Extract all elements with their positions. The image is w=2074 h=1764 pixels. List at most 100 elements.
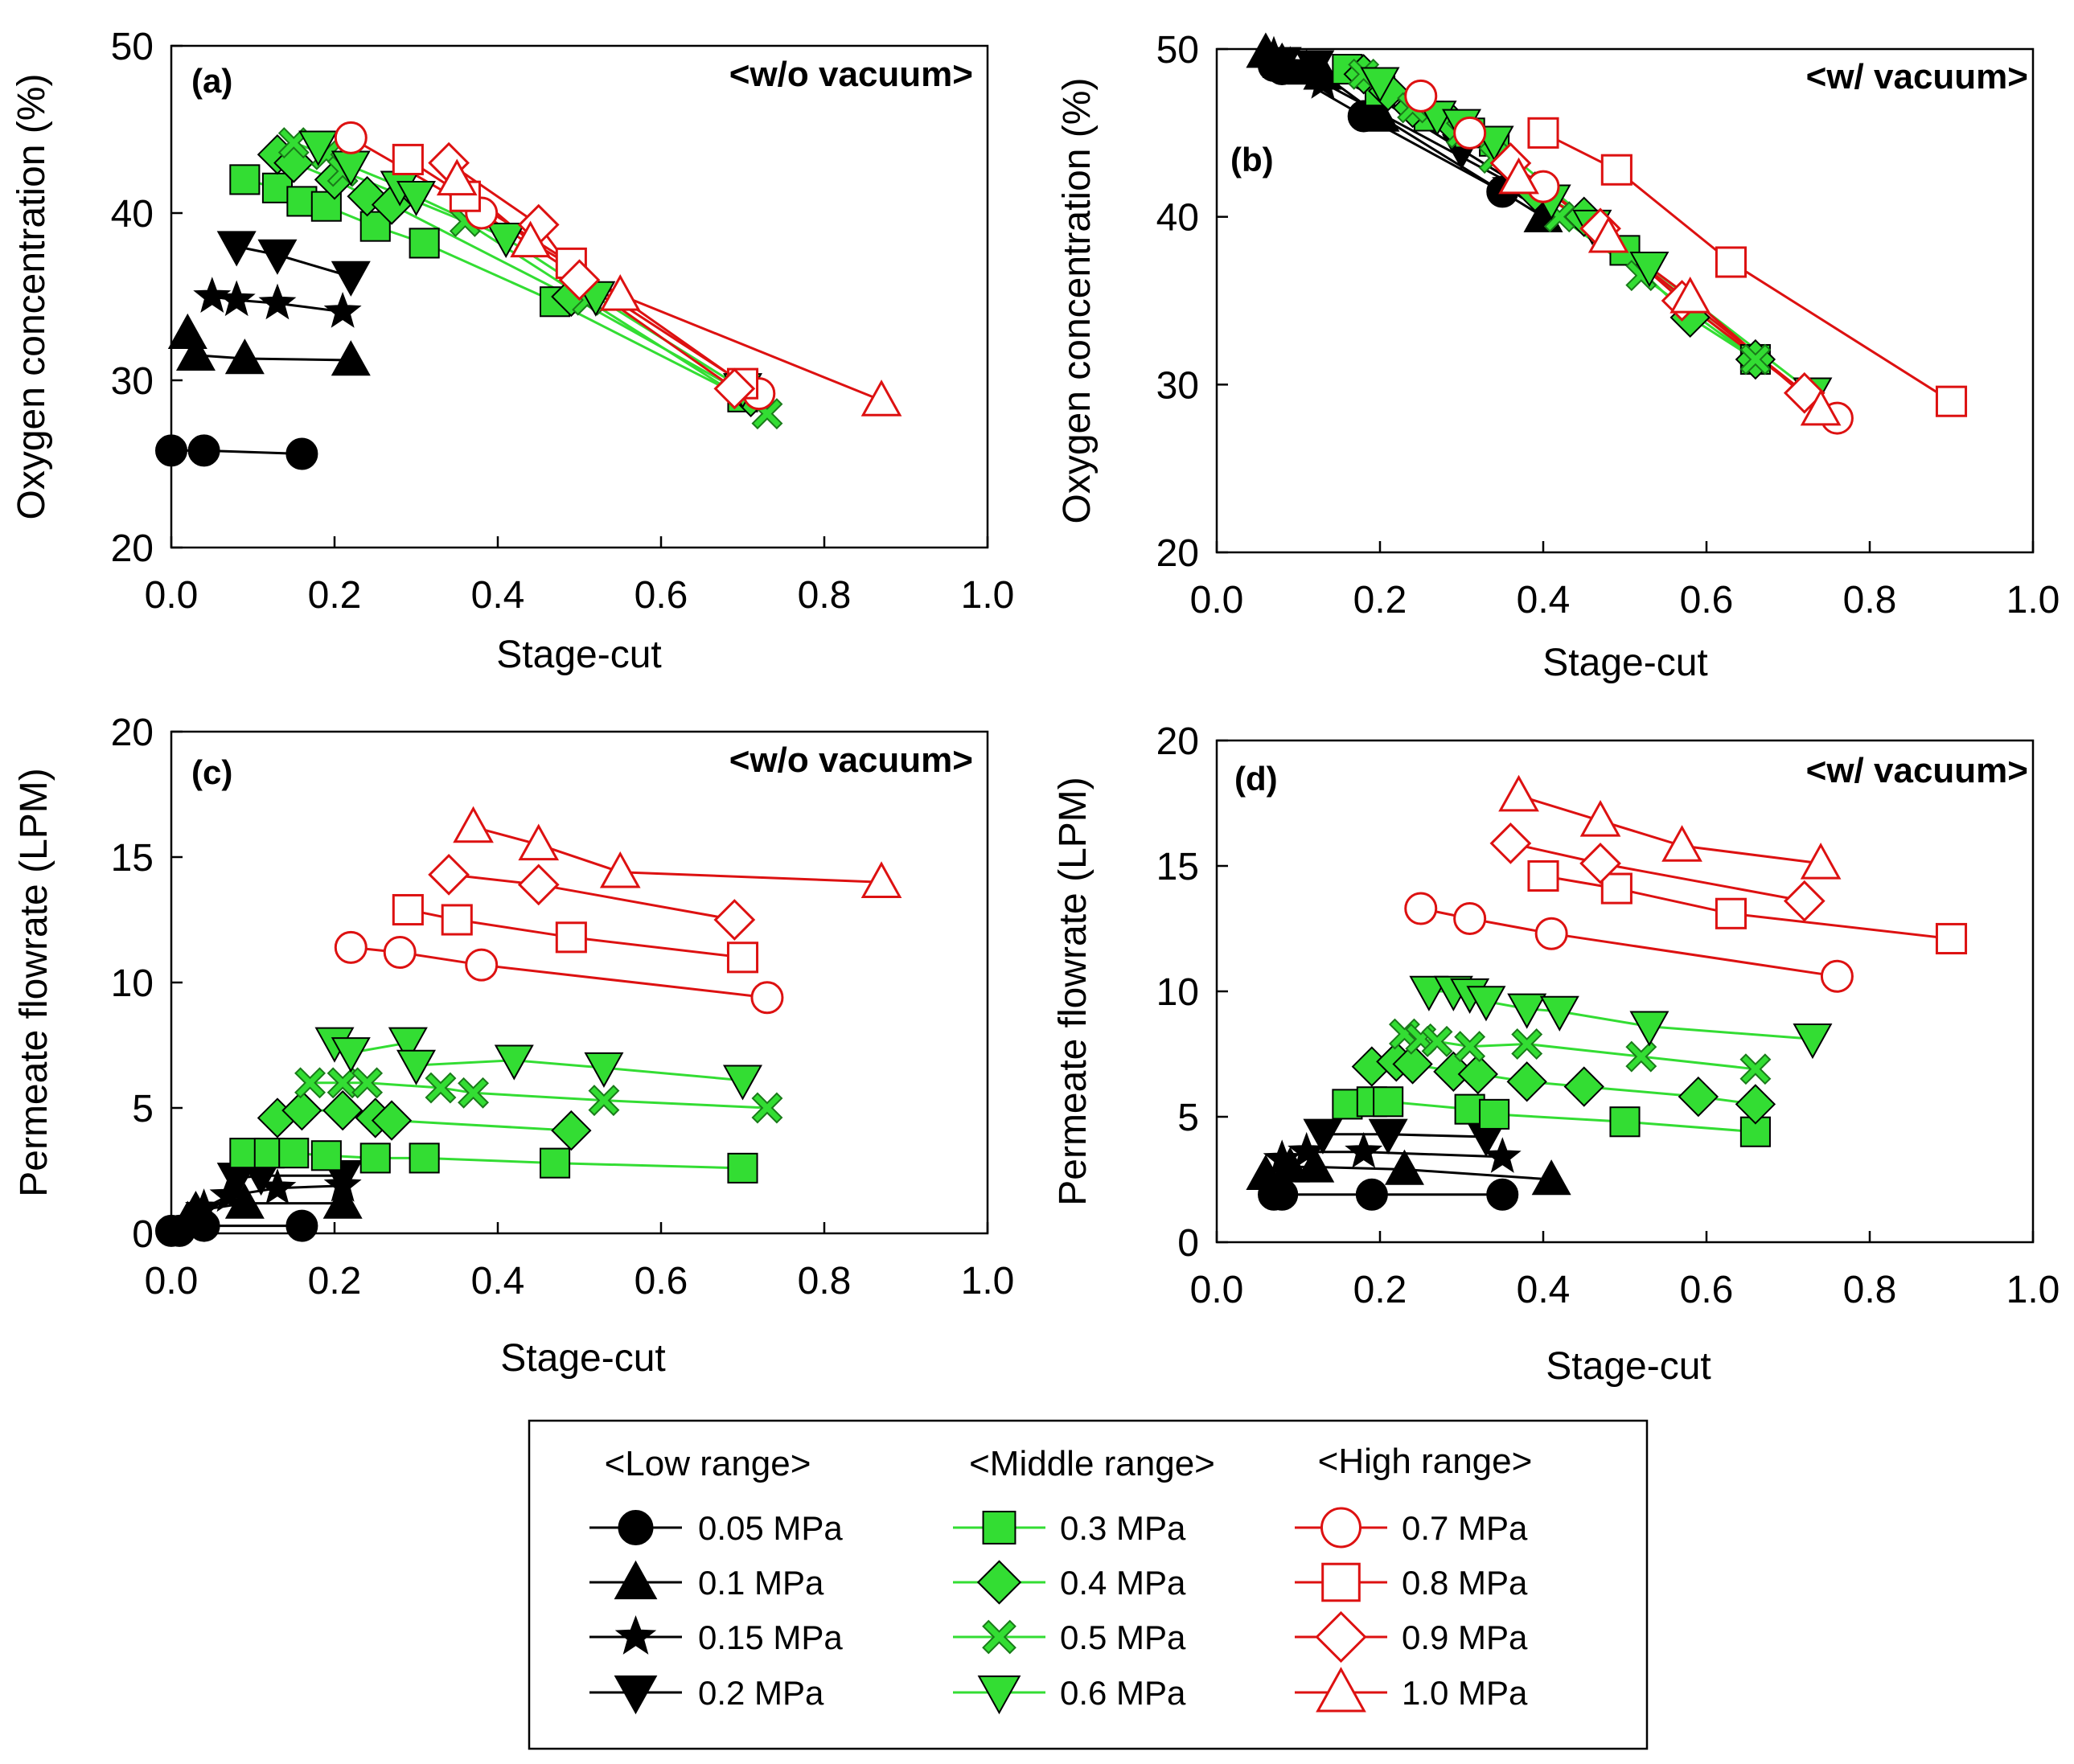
- x-tick-label: 0.6: [1680, 1269, 1734, 1311]
- y-tick-label: 20: [111, 527, 154, 570]
- data-point-s08: [392, 893, 424, 926]
- data-point-s01: [331, 340, 371, 376]
- y-tick-label: 15: [111, 837, 154, 880]
- data-point-s06: [396, 180, 436, 217]
- data-point-s06: [486, 222, 526, 259]
- y-tick-label: 50: [1156, 29, 1199, 72]
- data-point-s05: [1739, 1053, 1772, 1085]
- data-point-s02: [1262, 47, 1302, 83]
- x-tick-label: 0.8: [798, 1260, 852, 1302]
- data-point-s07: [1820, 959, 1854, 993]
- legend-marker-s10: [1316, 1667, 1366, 1713]
- legend-label: 0.5 MPa: [1060, 1618, 1186, 1656]
- data-point-s06: [396, 1049, 436, 1085]
- data-point-s06: [1360, 67, 1400, 103]
- data-point-s02: [257, 239, 298, 275]
- panel-label: (a): [191, 62, 232, 100]
- data-point-s06: [1539, 995, 1579, 1032]
- data-point-s03: [1479, 1098, 1510, 1130]
- series-line-s10: [1518, 794, 1821, 865]
- x-tick-label: 0.0: [1190, 579, 1244, 622]
- legend-group-title-low: <Low range>: [605, 1444, 811, 1483]
- data-point-s04: [1392, 1044, 1433, 1085]
- panel-label: (c): [191, 753, 232, 791]
- legend-entry: 0.8 MPa: [1295, 1562, 1528, 1602]
- data-point-s04: [1678, 1076, 1719, 1118]
- data-point-s015: [323, 292, 362, 328]
- data-point-s015: [185, 1188, 224, 1225]
- legend-label: 0.7 MPa: [1402, 1509, 1528, 1547]
- data-point-s07: [1404, 892, 1438, 925]
- x-tick-label: 0.4: [471, 1260, 525, 1302]
- data-point-s10: [1800, 842, 1842, 880]
- y-tick-label: 0: [132, 1213, 154, 1256]
- data-point-s03: [1609, 1106, 1641, 1138]
- data-point-s05: [351, 1067, 384, 1099]
- data-point-s06: [1409, 975, 1449, 1011]
- data-point-s05: [458, 1077, 490, 1109]
- series-line-s07: [351, 946, 768, 999]
- x-axis-label: Stage-cut: [1542, 642, 1707, 684]
- data-point-s10: [860, 861, 902, 898]
- y-tick-label: 20: [1156, 532, 1199, 575]
- data-point-s06: [1793, 1024, 1833, 1060]
- data-point-s06: [723, 1065, 762, 1101]
- data-point-s08: [441, 904, 473, 936]
- y-tick-label: 5: [132, 1088, 154, 1130]
- legend-entry: 1.0 MPa: [1295, 1667, 1528, 1713]
- data-point-s05: [1739, 343, 1772, 375]
- data-point-s05: [1625, 1040, 1657, 1073]
- data-point-s08: [1715, 897, 1747, 929]
- data-point-s03: [359, 1142, 391, 1174]
- data-point-s005: [285, 437, 318, 470]
- legend-entry: 0.5 MPa: [953, 1618, 1186, 1656]
- data-point-s08: [1935, 922, 1968, 955]
- y-tick-label: 30: [1156, 364, 1199, 407]
- data-point-s01: [224, 338, 265, 375]
- data-point-s05: [277, 127, 310, 159]
- legend-entry: 0.4 MPa: [953, 1560, 1186, 1605]
- data-point-s015: [1483, 1137, 1522, 1173]
- panel-title: <w/o vacuum>: [729, 740, 973, 780]
- data-point-s02: [1303, 1118, 1343, 1155]
- panel-b: 0.0 0.2 0.4 0.6 0.8 1.0 20 30 40 50 (b) <w/ vacuu…: [1056, 29, 2060, 684]
- legend-entry: 0.9 MPa: [1295, 1610, 1528, 1663]
- series-line-s08: [1542, 131, 1953, 403]
- panel-label: (b): [1230, 141, 1274, 178]
- data-point-s05: [1511, 1028, 1543, 1060]
- data-point-s09: [1579, 843, 1621, 884]
- legend-label: 0.05 MPa: [698, 1509, 843, 1547]
- data-point-s03: [409, 1142, 440, 1174]
- data-point-s10: [1498, 774, 1539, 812]
- legend-marker-s015: [614, 1614, 657, 1655]
- data-point-s07: [1453, 902, 1487, 936]
- data-point-s005: [155, 434, 187, 467]
- legend-group-title-high: <High range>: [1318, 1442, 1533, 1481]
- data-point-s02: [216, 231, 257, 267]
- legend-marker-s01: [614, 1560, 658, 1600]
- legend-marker-s02: [614, 1675, 658, 1715]
- legend: <Low range> <Middle range> <High range> …: [528, 1419, 1649, 1750]
- y-tick-label: 15: [1156, 846, 1199, 888]
- data-point-s10: [1498, 157, 1539, 195]
- panel-title: <w/ vacuum>: [1806, 57, 2028, 96]
- legend-marker-s04: [976, 1560, 1022, 1605]
- data-point-s02: [1295, 50, 1335, 86]
- data-point-s015: [1345, 1131, 1383, 1168]
- data-point-s05: [588, 1085, 620, 1117]
- data-point-s08: [1715, 246, 1747, 278]
- series-line-s07: [1420, 907, 1838, 978]
- data-point-s04: [551, 1110, 592, 1151]
- data-point-s04: [1457, 1053, 1498, 1095]
- data-point-s02: [331, 260, 371, 297]
- data-point-s015: [193, 277, 232, 314]
- y-tick-label: 0: [1177, 1222, 1199, 1265]
- legend-entry: 0.6 MPa: [953, 1674, 1186, 1715]
- data-point-s09: [517, 864, 560, 906]
- y-axis-label: Permeate flowrate (LPM): [13, 768, 55, 1197]
- legend-entry: 0.15 MPa: [589, 1614, 843, 1656]
- data-point-s03: [727, 1152, 758, 1184]
- data-point-s10: [599, 851, 641, 888]
- series-markers: [1246, 32, 1968, 435]
- data-point-s08: [1527, 859, 1559, 892]
